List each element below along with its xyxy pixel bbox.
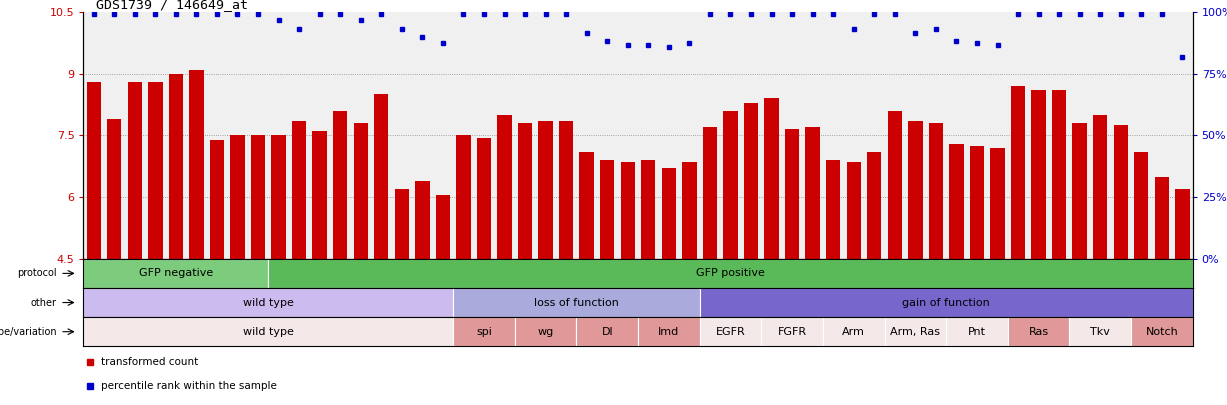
Text: Arm, Ras: Arm, Ras xyxy=(891,327,940,337)
Bar xyxy=(271,136,286,259)
Bar xyxy=(250,136,265,259)
Bar xyxy=(621,162,634,259)
Text: percentile rank within the sample: percentile rank within the sample xyxy=(101,381,276,391)
Text: wild type: wild type xyxy=(243,327,293,337)
Text: transformed count: transformed count xyxy=(101,356,198,367)
Bar xyxy=(168,74,183,259)
Bar xyxy=(638,317,699,346)
Text: Imd: Imd xyxy=(658,327,680,337)
Bar xyxy=(950,144,963,259)
Bar xyxy=(946,317,1007,346)
Bar xyxy=(210,140,225,259)
Bar xyxy=(1070,317,1131,346)
Text: gain of function: gain of function xyxy=(902,298,990,307)
Text: Notch: Notch xyxy=(1146,327,1178,337)
Bar xyxy=(764,98,779,259)
Bar xyxy=(395,189,409,259)
Bar xyxy=(128,82,142,259)
Bar xyxy=(87,82,101,259)
Bar xyxy=(885,317,946,346)
Bar xyxy=(867,152,881,259)
Bar xyxy=(353,123,368,259)
Bar xyxy=(761,317,823,346)
Text: Ras: Ras xyxy=(1028,327,1049,337)
Bar xyxy=(453,317,515,346)
Bar xyxy=(826,160,840,259)
Bar xyxy=(990,148,1005,259)
Bar xyxy=(1011,86,1026,259)
Bar xyxy=(823,317,885,346)
Bar xyxy=(415,181,429,259)
Bar xyxy=(699,317,761,346)
Bar xyxy=(374,94,389,259)
Bar xyxy=(1155,177,1169,259)
Bar xyxy=(269,259,1193,288)
Bar xyxy=(929,123,944,259)
Bar xyxy=(1131,317,1193,346)
Bar xyxy=(292,121,307,259)
Bar xyxy=(600,160,615,259)
Text: Tkv: Tkv xyxy=(1091,327,1110,337)
Bar xyxy=(189,70,204,259)
Bar xyxy=(1052,90,1066,259)
Bar xyxy=(83,259,269,288)
Bar xyxy=(785,129,799,259)
Text: wild type: wild type xyxy=(243,298,293,307)
Text: other: other xyxy=(31,298,56,307)
Bar xyxy=(83,317,453,346)
Bar xyxy=(1072,123,1087,259)
Bar xyxy=(313,131,326,259)
Bar xyxy=(436,195,450,259)
Bar xyxy=(1093,115,1108,259)
Text: EGFR: EGFR xyxy=(715,327,745,337)
Text: Arm: Arm xyxy=(842,327,865,337)
Bar xyxy=(969,146,984,259)
Bar xyxy=(477,138,491,259)
Bar xyxy=(1114,125,1128,259)
Bar xyxy=(83,288,453,317)
Bar xyxy=(661,168,676,259)
Text: GFP positive: GFP positive xyxy=(696,269,764,278)
Bar xyxy=(1134,152,1148,259)
Bar xyxy=(560,121,573,259)
Bar xyxy=(579,152,594,259)
Bar xyxy=(744,102,758,259)
Text: genotype/variation: genotype/variation xyxy=(0,327,56,337)
Bar xyxy=(908,121,923,259)
Bar xyxy=(887,111,902,259)
Bar xyxy=(107,119,121,259)
Bar xyxy=(456,136,471,259)
Bar xyxy=(518,123,533,259)
Bar xyxy=(497,115,512,259)
Text: spi: spi xyxy=(476,327,492,337)
Bar xyxy=(1007,317,1070,346)
Bar xyxy=(453,288,699,317)
Bar xyxy=(703,127,717,259)
Text: Pnt: Pnt xyxy=(968,327,987,337)
Bar xyxy=(577,317,638,346)
Text: FGFR: FGFR xyxy=(778,327,806,337)
Bar xyxy=(539,121,553,259)
Text: wg: wg xyxy=(537,327,553,337)
Text: loss of function: loss of function xyxy=(534,298,618,307)
Bar xyxy=(231,136,244,259)
Bar xyxy=(333,111,347,259)
Bar xyxy=(723,111,737,259)
Bar xyxy=(682,162,697,259)
Bar xyxy=(642,160,655,259)
Bar xyxy=(699,288,1193,317)
Text: protocol: protocol xyxy=(17,269,56,278)
Text: Dl: Dl xyxy=(601,327,614,337)
Text: GDS1739 / 146649_at: GDS1739 / 146649_at xyxy=(96,0,248,11)
Bar xyxy=(1032,90,1045,259)
Text: GFP negative: GFP negative xyxy=(139,269,213,278)
Bar xyxy=(515,317,577,346)
Bar xyxy=(1175,189,1189,259)
Bar xyxy=(148,82,162,259)
Bar xyxy=(805,127,820,259)
Bar xyxy=(847,162,861,259)
